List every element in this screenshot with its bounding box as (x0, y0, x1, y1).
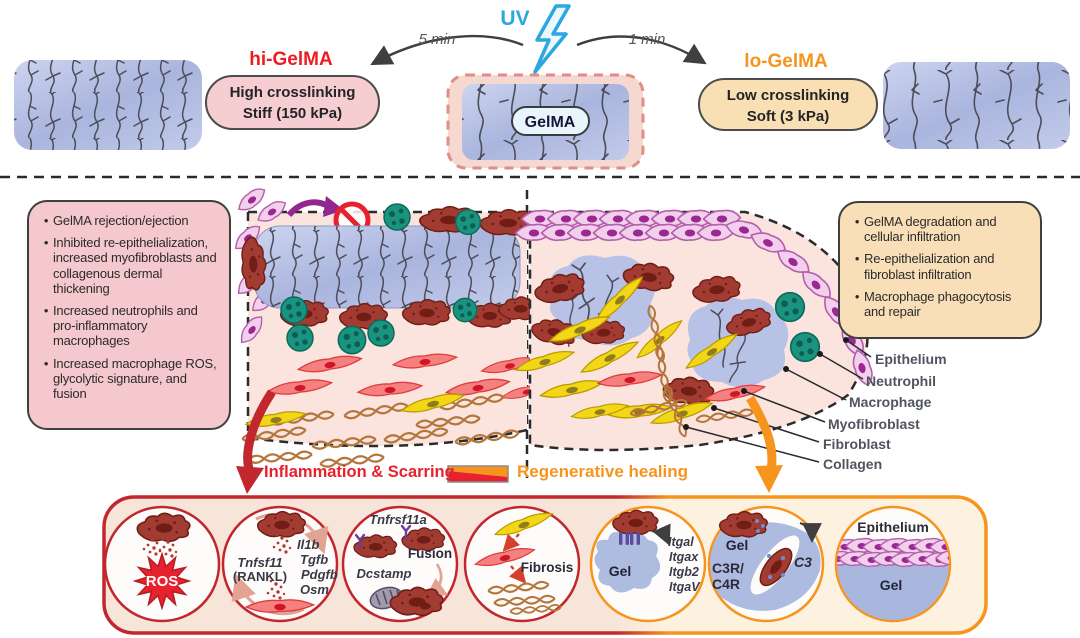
gel-label: Gel (880, 577, 903, 593)
ros-starburst (132, 551, 192, 611)
purple-arrow (286, 199, 330, 218)
epithelium-label: Epithelium (857, 519, 929, 535)
dcstamp-label: Dcstamp (357, 566, 412, 581)
time-1min: 1 min (628, 31, 666, 48)
bullet-icon: • (854, 251, 860, 267)
lo-gelma-title: lo-GelMA (744, 51, 828, 72)
c3-label: C3 (794, 554, 812, 570)
uv-label: UV (500, 7, 530, 30)
tnfrsf11a-label: Tnfrsf11a (369, 512, 427, 527)
gelma-label: GelMA (525, 114, 576, 131)
outcome-item: Macrophage phagocytosis and repair (864, 288, 1012, 320)
gene-il1b: Il1b (297, 537, 319, 552)
legend-myofibroblast: Myofibroblast (828, 416, 920, 432)
hi-gel-network-swatch (14, 60, 202, 150)
lo-gelma-tissue-panel (513, 209, 876, 452)
bullet-icon: • (854, 214, 860, 229)
regeneration-arrow (746, 395, 783, 493)
circle-epithelium: Epithelium Gel (834, 505, 952, 623)
hi-line1: High crosslinking (229, 84, 356, 101)
legend-neutrophil: Neutrophil (866, 373, 936, 389)
gel-label: Gel (609, 563, 632, 579)
gene-tgfb: Tgfb (300, 552, 328, 567)
legend-fibroblast: Fibroblast (823, 436, 891, 452)
gel-dome (837, 551, 949, 620)
stiff-gel-block (253, 225, 521, 309)
fibrosis-label: Fibrosis (521, 560, 574, 575)
circle-complement: Gel C3R/ C4R C3 (707, 505, 825, 623)
outcome-item: GelMA rejection/ejection (53, 213, 189, 228)
legend-epithelium: Epithelium (875, 351, 947, 367)
uv-lightning-icon (533, 4, 571, 74)
lo-gel-network-swatch (883, 62, 1070, 149)
gene-itgav: ItgaV (669, 580, 701, 594)
gene-itgax: Itgax (669, 550, 699, 564)
outcome-item: Re-epithelialization and fibroblast infi… (864, 251, 995, 282)
outcome-item: Inhibited re-epithelialization, increase… (53, 235, 217, 296)
lo-line1: Low crosslinking (726, 87, 850, 104)
hi-gelma-outcomes-box: • GelMA rejection/ejection • Inhibited re-… (27, 200, 231, 430)
hi-gelma-title: hi-GelMA (249, 49, 333, 70)
tnfsf11-label: Tnfsf11 (237, 555, 282, 570)
gel-label: Gel (726, 537, 749, 553)
hi-line2: Stiff (150 kPa) (242, 105, 343, 122)
lo-gelma-outcomes-box: • GelMA degradation and cellular infiltra… (838, 201, 1042, 339)
regenerative-healing-label: Regenerative healing (517, 462, 689, 481)
outcome-item: Increased macrophage ROS, glycolytic sig… (53, 355, 217, 402)
c4r-label: C4R (712, 576, 740, 592)
legend-macrophage: Macrophage (849, 394, 932, 410)
gel-blob (594, 532, 661, 593)
outcome-item: GelMA degradation and cellular infiltrat… (864, 214, 997, 245)
bullet-icon: • (854, 288, 860, 304)
bullet-icon: • (43, 355, 49, 371)
gene-itgal: Itgal (668, 535, 694, 549)
legend-collagen: Collagen (823, 456, 883, 472)
gene-itgb2: Itgb2 (669, 565, 699, 579)
lo-gelma-box: Low crosslinking Soft (3 kPa) (698, 78, 878, 131)
hi-gelma-tissue-panel (230, 184, 554, 469)
crosslink-time-arrows (370, 34, 707, 66)
bullet-icon: • (43, 213, 49, 228)
inflammation-scarring-label: Inflammation & Scarring (264, 463, 455, 481)
hi-gelma-box: High crosslinking Stiff (150 kPa) (205, 75, 380, 130)
c3r-label: C3R/ (712, 560, 744, 576)
circle-ros: ROS (103, 505, 221, 623)
inflammation-arrow (236, 389, 276, 494)
outcome-item: Increased neutrophils and pro-inflammato… (53, 303, 198, 349)
fusion-label: Fusion (408, 546, 452, 561)
phagocytosing-macrophage (759, 547, 793, 587)
ros-label: ROS (146, 573, 179, 590)
circle-rankl: Tnfsf11 (RANKL) Il1b Tgfb Pdgfb Osm (221, 505, 339, 623)
circle-fibrosis: Fibrosis (463, 505, 581, 623)
arrow-to-lo-gelma (576, 35, 707, 65)
time-5min: 5 min (418, 31, 456, 48)
gelma-precursor-box: GelMA (446, 73, 645, 170)
gene-osm: Osm (300, 582, 329, 597)
red-orange-gradient-swatch (447, 465, 509, 483)
bullet-icon: • (43, 303, 49, 319)
gene-pdgfb: Pdgfb (301, 567, 338, 582)
lo-line2: Soft (3 kPa) (746, 108, 830, 125)
bullet-icon: • (43, 235, 49, 251)
fused-macrophage (369, 586, 444, 617)
circle-integrin: Gel Itgal Itgax Itgb2 ItgaV (589, 505, 707, 623)
rankl-label: (RANKL) (233, 569, 287, 584)
arrow-to-hi-gelma (370, 34, 524, 66)
circle-fusion: Tnfrsf11a Fusion Dcstamp (341, 505, 459, 623)
